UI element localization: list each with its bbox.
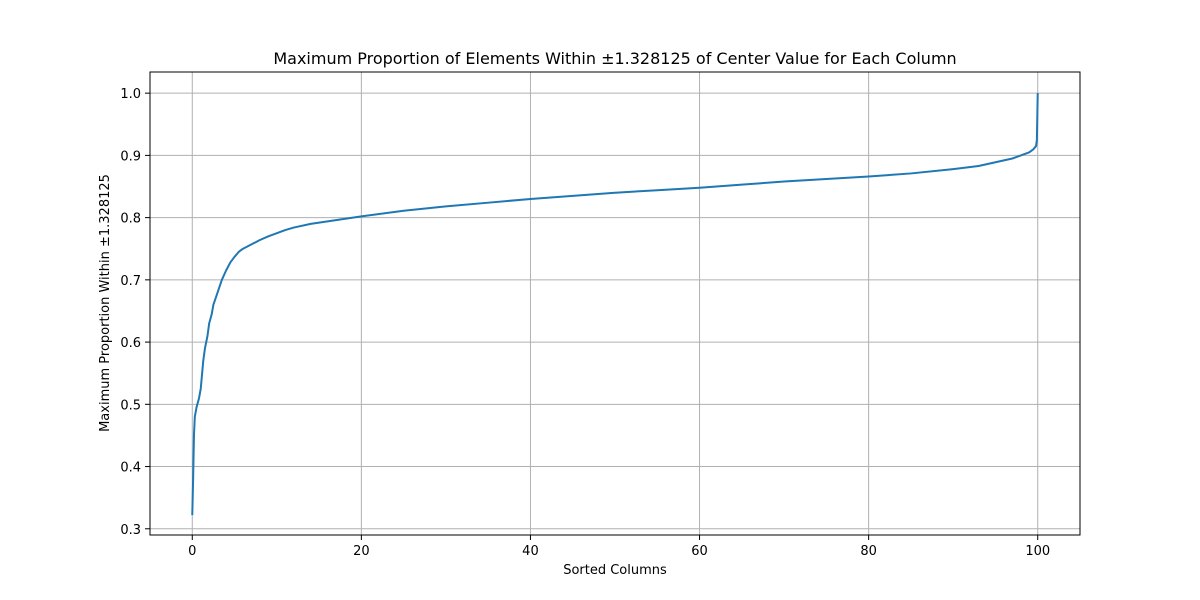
grid-layer xyxy=(150,72,1080,535)
y-tick-label: 0.5 xyxy=(120,398,141,413)
chart-title: Maximum Proportion of Elements Within ±1… xyxy=(273,49,956,68)
series-layer xyxy=(191,93,1039,516)
y-tick-label: 0.4 xyxy=(120,461,141,476)
x-tick-label: 20 xyxy=(353,544,370,559)
y-tick-label: 1.0 xyxy=(120,87,141,102)
x-tick-label: 40 xyxy=(522,544,539,559)
x-tick-label: 0 xyxy=(188,544,196,559)
y-tick-label: 0.6 xyxy=(120,336,141,351)
plot-area-frame xyxy=(149,71,1081,536)
x-axis-label: Sorted Columns xyxy=(563,563,667,578)
tick-layer: 0 20 40 60 80 100 0.3 0.4 0.5 0.6 0.7 0.8 0.9 1.0 xyxy=(120,87,1050,559)
y-axis-label: Maximum Proportion Within ±1.328125 xyxy=(98,174,113,432)
y-tick-label: 0.9 xyxy=(120,149,141,164)
x-tick-label: 80 xyxy=(860,544,877,559)
y-tick-label: 0.3 xyxy=(120,523,141,538)
x-tick-label: 100 xyxy=(1025,544,1050,559)
y-tick-label: 0.7 xyxy=(120,274,141,289)
y-tick-label: 0.8 xyxy=(120,212,141,227)
series-line xyxy=(191,93,1039,516)
x-tick-label: 60 xyxy=(691,544,708,559)
